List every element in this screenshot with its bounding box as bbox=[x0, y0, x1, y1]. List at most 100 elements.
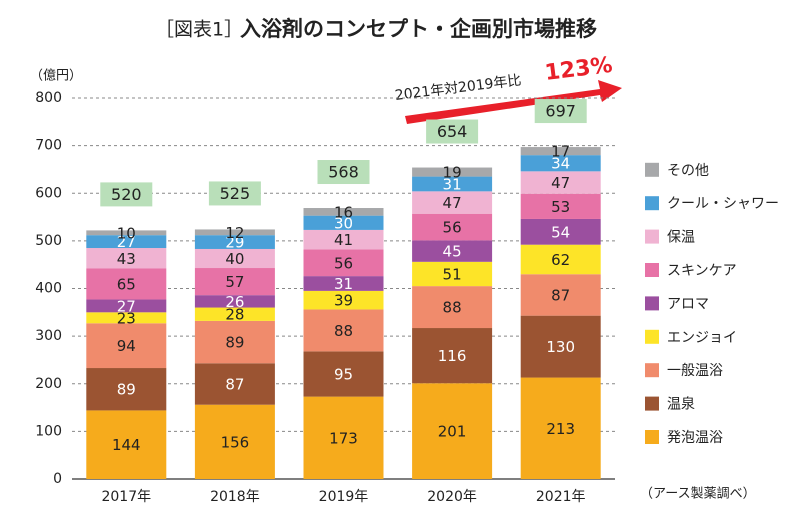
total-box bbox=[426, 119, 479, 144]
x-tick-label: 2019年 bbox=[319, 489, 369, 505]
data-label: 57 bbox=[225, 273, 244, 291]
bar-segment bbox=[194, 404, 275, 479]
x-tick-label: 2021年 bbox=[536, 489, 586, 505]
bar-segment bbox=[194, 307, 275, 321]
bar-segment bbox=[412, 383, 493, 479]
bar-segment bbox=[86, 235, 167, 249]
source: （アース製薬調べ） bbox=[640, 487, 756, 502]
data-label: 173 bbox=[329, 429, 358, 447]
total-label: 525 bbox=[220, 184, 251, 203]
data-label: 45 bbox=[443, 243, 462, 261]
bar-segment bbox=[520, 274, 601, 316]
bar-segment bbox=[412, 261, 493, 287]
legend-label: クール・シャワー bbox=[667, 196, 779, 212]
bar-segment bbox=[194, 229, 275, 236]
total-box bbox=[534, 99, 587, 124]
annotation-value: 123% bbox=[543, 53, 614, 86]
data-label: 88 bbox=[334, 322, 353, 340]
total-box bbox=[208, 181, 261, 206]
y-tick-label: 400 bbox=[35, 281, 62, 297]
bar-segment bbox=[520, 155, 601, 172]
bar-segment bbox=[303, 396, 384, 479]
legend-swatch bbox=[645, 363, 659, 378]
legend-swatch bbox=[645, 296, 659, 311]
total-label: 568 bbox=[328, 163, 359, 182]
bar-segment bbox=[303, 215, 384, 230]
total-label: 654 bbox=[437, 122, 468, 141]
data-label: 39 bbox=[334, 292, 353, 310]
y-tick-label: 600 bbox=[35, 185, 62, 201]
legend-swatch bbox=[645, 162, 659, 177]
data-label: 130 bbox=[546, 338, 575, 356]
x-tick-label: 2018年 bbox=[210, 489, 260, 505]
data-label: 34 bbox=[551, 155, 570, 173]
bar-segment bbox=[86, 323, 167, 369]
bar-segment bbox=[303, 290, 384, 310]
data-label: 144 bbox=[112, 436, 141, 454]
annotation: 2021年対2019年比 bbox=[394, 73, 522, 104]
data-label: 41 bbox=[334, 231, 353, 249]
bar-segment bbox=[303, 351, 384, 397]
data-label: 53 bbox=[551, 198, 570, 216]
x-tick-label: 2020年 bbox=[427, 489, 477, 505]
bar-segment bbox=[194, 363, 275, 405]
bar-segment bbox=[86, 368, 167, 411]
y-tick-label: 200 bbox=[35, 376, 62, 392]
bar-segment bbox=[303, 276, 384, 291]
total-box bbox=[317, 160, 370, 185]
data-label: 95 bbox=[334, 365, 353, 383]
bar-segment bbox=[303, 309, 384, 352]
bar-segment bbox=[520, 218, 601, 245]
data-label: 89 bbox=[225, 334, 244, 352]
legend-swatch bbox=[645, 196, 659, 211]
data-label: 116 bbox=[438, 347, 467, 365]
data-label: 29 bbox=[225, 234, 244, 252]
bar-segment bbox=[412, 328, 493, 384]
data-label: 62 bbox=[551, 251, 570, 269]
data-label: 89 bbox=[117, 381, 136, 399]
data-label: 43 bbox=[117, 250, 136, 268]
bar-segment bbox=[86, 299, 167, 313]
data-label: 23 bbox=[117, 309, 136, 327]
data-label: 87 bbox=[551, 286, 570, 304]
bar-segment bbox=[412, 240, 493, 262]
legend-label: エンジョイ bbox=[667, 330, 737, 346]
bar-segment bbox=[194, 295, 275, 308]
y-tick-label: 100 bbox=[35, 423, 62, 439]
bar-segment bbox=[520, 147, 601, 156]
bar-segment bbox=[194, 248, 275, 269]
total-label: 520 bbox=[111, 185, 142, 204]
data-label: 31 bbox=[443, 175, 462, 193]
y-tick-label: 700 bbox=[35, 138, 62, 154]
y-tick-label: 300 bbox=[35, 328, 62, 344]
legend-label: 温泉 bbox=[667, 396, 695, 413]
bar-segment bbox=[412, 167, 493, 177]
legend-label: 一般温浴 bbox=[667, 363, 723, 379]
bar-segment bbox=[520, 171, 601, 194]
bar-segment bbox=[194, 320, 275, 364]
legend-label: 保温 bbox=[667, 230, 695, 246]
bar-segment bbox=[520, 377, 601, 479]
bar-segment bbox=[520, 244, 601, 275]
data-label: 27 bbox=[117, 297, 136, 315]
data-label: 201 bbox=[438, 423, 467, 441]
legend-label: その他 bbox=[667, 163, 709, 179]
data-label: 16 bbox=[334, 203, 353, 221]
bar-segment bbox=[412, 213, 493, 241]
data-label: 54 bbox=[551, 223, 570, 241]
bar-segment bbox=[412, 191, 493, 214]
bar-segment bbox=[86, 230, 167, 236]
bar-segment bbox=[303, 249, 384, 277]
legend-label: アロマ bbox=[667, 296, 709, 312]
data-label: 31 bbox=[334, 275, 353, 293]
chart-title: 入浴剤のコンセプト・企画別市場推移 bbox=[240, 17, 597, 41]
bar-segment bbox=[194, 235, 275, 249]
total-box bbox=[100, 182, 153, 207]
bar-segment bbox=[86, 410, 167, 479]
data-label: 26 bbox=[225, 293, 244, 311]
legend-label: スキンケア bbox=[667, 263, 737, 279]
bar-segment bbox=[412, 286, 493, 329]
x-tick-label: 2017年 bbox=[101, 489, 151, 505]
bar-segment bbox=[520, 193, 601, 219]
